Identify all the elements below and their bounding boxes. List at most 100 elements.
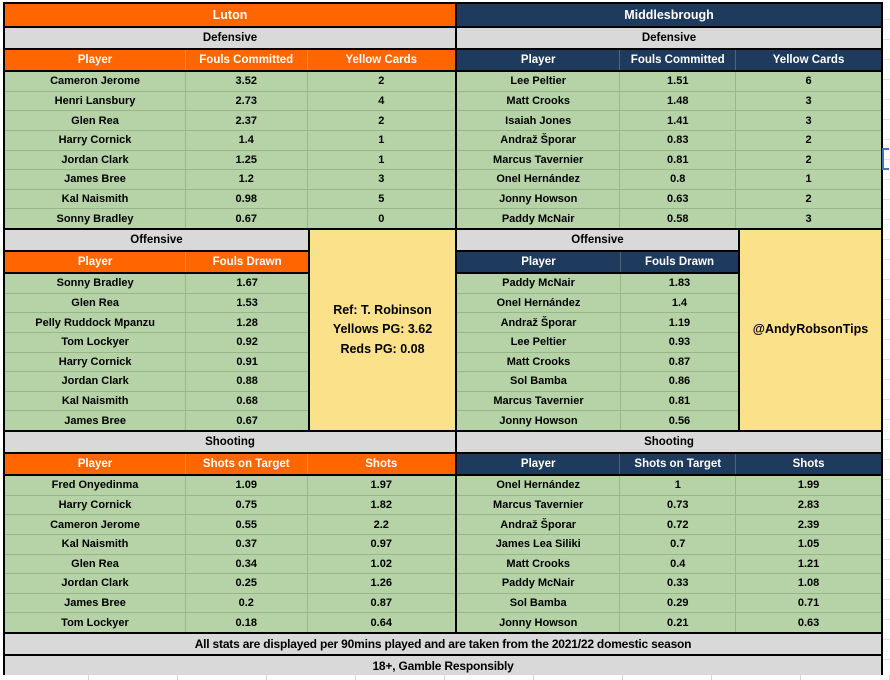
stat-cell: 4 bbox=[306, 91, 456, 111]
section-header-shooting-boro: Shooting bbox=[457, 432, 881, 452]
column-header-row: Player Fouls Committed Yellow Cards bbox=[5, 50, 455, 70]
stat-cell: 1.25 bbox=[185, 150, 307, 170]
team-header-luton: Luton bbox=[5, 4, 455, 26]
column-header: Player bbox=[77, 256, 113, 268]
stat-cell: 0.37 bbox=[185, 534, 307, 554]
column-header-row: Player Shots on Target Shots bbox=[457, 454, 881, 474]
table-row: Lee Peltier 1.51 6 bbox=[457, 72, 881, 91]
column-header: Shots on Target bbox=[185, 454, 307, 474]
stat-cell: 0.86 bbox=[619, 372, 738, 391]
player-cell: Tom Lockyer bbox=[61, 336, 129, 349]
stat-cell: 2 bbox=[735, 189, 881, 209]
stat-cell: 0.87 bbox=[306, 593, 456, 613]
twitter-handle-box: @AndyRobsonTips bbox=[740, 230, 881, 430]
stat-cell: 1.26 bbox=[306, 574, 456, 593]
table-row: Kal Naismith 0.68 bbox=[5, 390, 308, 411]
table-row: James Bree 0.67 bbox=[5, 410, 308, 430]
table-row: Harry Cornick 0.75 1.82 bbox=[5, 494, 455, 515]
player-cell: Andraž Šporar bbox=[500, 134, 577, 147]
age-disclaimer: 18+, Gamble Responsibly bbox=[5, 656, 881, 675]
stat-cell: 1.28 bbox=[185, 313, 308, 332]
stat-cell: 0.56 bbox=[619, 411, 738, 430]
table-row: Onel Hernández 1 1.99 bbox=[457, 476, 881, 495]
player-cell: Harry Cornick bbox=[58, 355, 132, 368]
player-cell: Cameron Jerome bbox=[50, 75, 140, 88]
table-row: Marcus Tavernier 0.81 2 bbox=[457, 149, 881, 170]
table-row: Glen Rea 0.34 1.02 bbox=[5, 553, 455, 574]
stat-cell: 0.55 bbox=[185, 515, 307, 534]
boro-shooting-table: Player Shots on Target Shots Onel Hernández… bbox=[457, 454, 881, 632]
stat-cell: 0.88 bbox=[185, 372, 308, 391]
stat-cell: 3 bbox=[735, 111, 881, 130]
player-cell: Onel Hernández bbox=[496, 173, 581, 186]
player-cell: Marcus Tavernier bbox=[493, 395, 584, 408]
player-cell: Paddy McNair bbox=[502, 277, 575, 290]
stat-cell: 2 bbox=[306, 111, 456, 130]
player-cell: Jonny Howson bbox=[499, 616, 578, 629]
player-cell: Marcus Tavernier bbox=[493, 153, 584, 166]
stat-cell: 0.71 bbox=[735, 593, 881, 613]
player-cell: Cameron Jerome bbox=[50, 518, 140, 531]
table-row: Pelly Ruddock Mpanzu 1.28 bbox=[5, 312, 308, 332]
stat-cell: 3 bbox=[735, 91, 881, 111]
stat-cell: 1 bbox=[306, 150, 456, 170]
stat-cell: 1.2 bbox=[185, 170, 307, 189]
stat-cell: 0.25 bbox=[185, 574, 307, 593]
stat-cell: 2.37 bbox=[185, 111, 307, 130]
column-header: Fouls Drawn bbox=[619, 252, 738, 272]
player-cell: Onel Hernández bbox=[496, 479, 581, 492]
player-cell: Kal Naismith bbox=[61, 193, 129, 206]
column-header-row: Player Shots on Target Shots bbox=[5, 454, 455, 474]
player-cell: Marcus Tavernier bbox=[493, 498, 584, 511]
stat-cell: 1.41 bbox=[619, 111, 735, 130]
stat-cell: 0.63 bbox=[735, 613, 881, 632]
stat-cell: 0.64 bbox=[306, 613, 456, 632]
column-header: Fouls Committed bbox=[185, 50, 307, 70]
table-row: Sol Bamba 0.86 bbox=[457, 371, 738, 391]
stat-cell: 1.67 bbox=[185, 274, 308, 293]
stat-cell: 1.83 bbox=[619, 274, 738, 293]
table-row: Andraž Šporar 1.19 bbox=[457, 312, 738, 332]
column-header: Player bbox=[77, 54, 113, 66]
twitter-handle: @AndyRobsonTips bbox=[752, 322, 869, 337]
stat-cell: 1.99 bbox=[735, 476, 881, 495]
luton-shooting-table: Player Shots on Target Shots Fred Onyedinma… bbox=[5, 454, 455, 632]
stat-cell: 0.81 bbox=[619, 150, 735, 170]
table-row: Lee Peltier 0.93 bbox=[457, 331, 738, 352]
table-row: Sonny Bradley 0.67 0 bbox=[5, 208, 455, 228]
section-header-defensive-luton: Defensive bbox=[5, 28, 455, 48]
player-cell: Jonny Howson bbox=[499, 414, 578, 427]
stats-disclaimer: All stats are displayed per 90mins playe… bbox=[5, 634, 881, 654]
stat-cell: 0.67 bbox=[185, 411, 308, 430]
stat-cell: 0.68 bbox=[185, 391, 308, 411]
section-header-shooting-luton: Shooting bbox=[5, 432, 455, 452]
player-cell: Matt Crooks bbox=[506, 355, 571, 368]
column-header-row: Player Fouls Drawn bbox=[5, 252, 308, 272]
player-cell: Harry Cornick bbox=[58, 134, 132, 147]
player-cell: Jordan Clark bbox=[61, 577, 129, 590]
table-row: Marcus Tavernier 0.73 2.83 bbox=[457, 494, 881, 515]
table-row: Jonny Howson 0.21 0.63 bbox=[457, 612, 881, 632]
table-row: Jordan Clark 0.88 bbox=[5, 371, 308, 391]
player-cell: Harry Cornick bbox=[58, 498, 132, 511]
stat-cell: 1.08 bbox=[735, 574, 881, 593]
table-row: Andraž Šporar 0.72 2.39 bbox=[457, 514, 881, 534]
stat-cell: 1.05 bbox=[735, 534, 881, 554]
table-body: Onel Hernández 1 1.99 Marcus Tavernier 0.73 2… bbox=[457, 476, 881, 632]
table-row: Jonny Howson 0.63 2 bbox=[457, 188, 881, 209]
table-body: Lee Peltier 1.51 6 Matt Crooks 1.48 3 Isaiah J… bbox=[457, 72, 881, 228]
table-row: Marcus Tavernier 0.81 bbox=[457, 390, 738, 411]
player-cell: Jordan Clark bbox=[61, 153, 129, 166]
stat-cell: 0.72 bbox=[619, 515, 735, 534]
player-cell: Kal Naismith bbox=[61, 395, 129, 408]
player-cell: Sol Bamba bbox=[509, 597, 567, 610]
column-header-row: Player Fouls Committed Yellow Cards bbox=[457, 50, 881, 70]
player-cell: Tom Lockyer bbox=[61, 616, 129, 629]
luton-offensive-left: Offensive Player Fouls Drawn Sonny Bradley… bbox=[5, 230, 308, 430]
stat-cell: 0.4 bbox=[619, 554, 735, 574]
column-header: Shots bbox=[306, 454, 456, 474]
table-row: Matt Crooks 0.4 1.21 bbox=[457, 553, 881, 574]
stat-cell: 0.29 bbox=[619, 593, 735, 613]
stat-cell: 0.83 bbox=[619, 130, 735, 150]
stat-cell: 1 bbox=[306, 130, 456, 150]
